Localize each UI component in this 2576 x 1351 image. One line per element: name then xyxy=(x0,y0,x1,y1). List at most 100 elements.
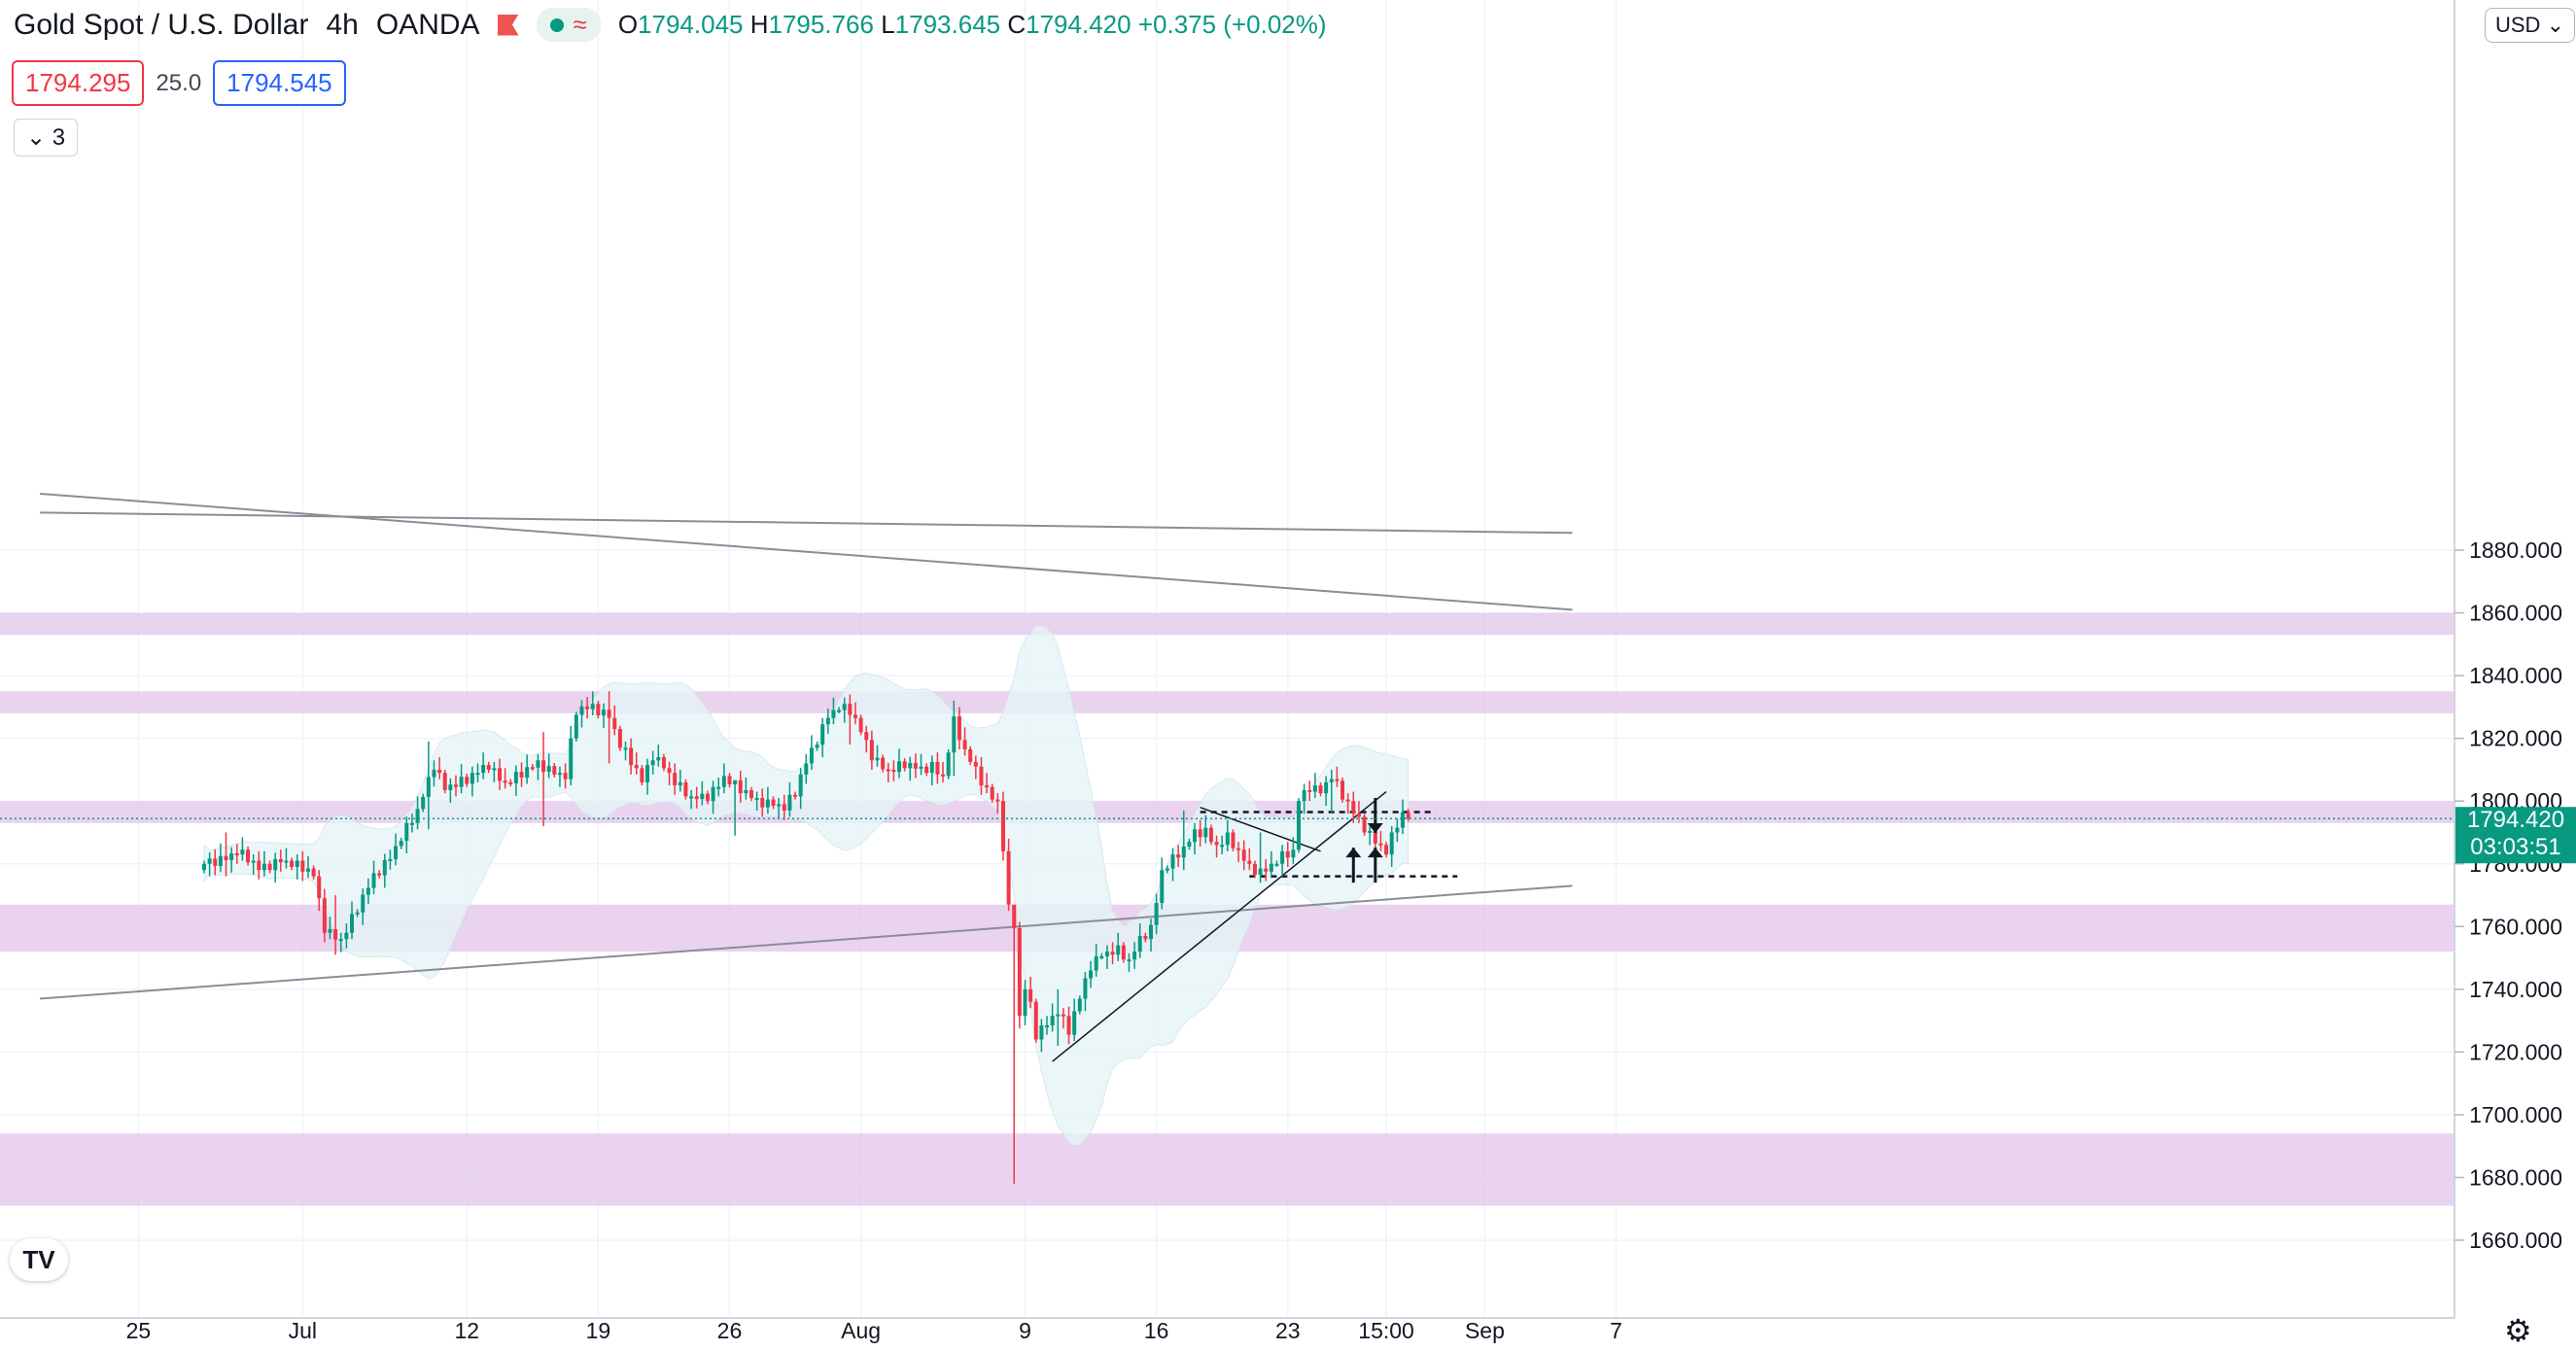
candle-body xyxy=(388,858,393,861)
candle-body xyxy=(1089,970,1094,979)
candle-body xyxy=(481,765,486,774)
candle-body xyxy=(1264,868,1269,872)
candle-body xyxy=(1110,952,1115,955)
last-price-value: 1794.420 xyxy=(2467,807,2564,833)
candle-body xyxy=(525,767,530,779)
arrow-up-icon xyxy=(1345,848,1362,858)
candle-body xyxy=(629,747,634,766)
candle-body xyxy=(1258,868,1263,876)
candle-body xyxy=(1143,935,1148,940)
arrow-annotations[interactable] xyxy=(1345,797,1383,883)
candle-body xyxy=(738,779,743,794)
candle-body xyxy=(202,863,206,871)
candle-body xyxy=(941,774,946,777)
chart-header: Gold Spot / U.S. Dollar 4h OANDA ≈ O1794… xyxy=(14,8,1327,42)
candle-body xyxy=(721,776,726,787)
candlesticks xyxy=(202,691,1410,1184)
sell-button[interactable]: 1794.295 xyxy=(12,60,145,106)
candle-body xyxy=(1274,863,1279,866)
price-scale-background[interactable] xyxy=(2454,0,2576,1318)
candle-body xyxy=(344,932,349,940)
ohlc-values: O1794.045 H1795.766 L1793.645 C1794.420 … xyxy=(617,10,1327,39)
candle-body xyxy=(809,747,814,764)
candle-body xyxy=(552,766,557,775)
candle-body xyxy=(881,757,886,770)
candle-body xyxy=(426,777,431,797)
market-status[interactable]: ≈ xyxy=(536,8,601,42)
candle-body xyxy=(1148,924,1153,940)
candle-body xyxy=(1220,845,1225,848)
candle-body xyxy=(1094,955,1098,971)
candle-body xyxy=(716,786,721,789)
candle-body xyxy=(678,781,682,786)
interval[interactable]: 4h xyxy=(326,8,359,41)
x-tick-label: 9 xyxy=(1019,1318,1031,1343)
candle-body xyxy=(300,860,305,872)
candle-body xyxy=(498,768,503,781)
candle-body xyxy=(815,745,819,748)
candle-body xyxy=(869,740,874,761)
currency-selector[interactable]: USD ⌄ xyxy=(2485,8,2576,43)
candle-body xyxy=(1285,850,1290,858)
candle-body xyxy=(1297,801,1301,850)
candle-body xyxy=(875,757,880,761)
buy-button[interactable]: 1794.545 xyxy=(213,60,346,106)
candle-body xyxy=(645,765,650,782)
candle-body xyxy=(820,724,825,745)
candle-body xyxy=(798,774,803,797)
candle-body xyxy=(486,765,491,770)
y-tick-label: 1660.000 xyxy=(2469,1228,2562,1253)
candle-body xyxy=(1291,849,1296,858)
candle-body xyxy=(952,716,957,753)
candle-body xyxy=(1345,799,1350,802)
candle-body xyxy=(853,714,857,718)
candle-body xyxy=(579,706,584,715)
candle-body xyxy=(607,710,611,718)
trend-line xyxy=(40,511,1573,535)
high-value: 1795.766 xyxy=(768,10,874,39)
tradingview-logo[interactable]: TV xyxy=(10,1238,68,1281)
candle-body xyxy=(935,761,940,775)
candle-body xyxy=(1028,988,1033,1002)
indicators-toggle[interactable]: ⌄ 3 xyxy=(14,119,79,156)
gear-icon[interactable]: ⚙ xyxy=(2504,1313,2532,1348)
candle-body xyxy=(585,706,590,710)
candle-body xyxy=(1056,1014,1061,1017)
candle-body xyxy=(985,785,990,788)
candle-body xyxy=(973,761,978,767)
flag-icon[interactable] xyxy=(497,14,519,36)
candle-body xyxy=(251,860,256,863)
candle-body xyxy=(705,793,710,802)
candle-body xyxy=(503,780,507,783)
candle-body xyxy=(683,781,688,797)
candle-body xyxy=(1023,988,1027,1017)
candle-body xyxy=(733,779,738,785)
candle-body xyxy=(782,804,786,811)
candle-body xyxy=(1203,827,1208,838)
candle-body xyxy=(382,859,387,876)
candle-body xyxy=(995,799,1000,802)
candle-body xyxy=(322,898,327,933)
candle-body xyxy=(1116,945,1121,955)
status-dot-icon xyxy=(549,17,564,32)
x-tick-label: Aug xyxy=(841,1318,881,1343)
candle-body xyxy=(858,717,863,733)
candle-body xyxy=(754,797,759,800)
y-tick-label: 1840.000 xyxy=(2469,663,2562,688)
symbol-name[interactable]: Gold Spot / U.S. Dollar xyxy=(14,8,309,41)
x-tick-label: Sep xyxy=(1465,1318,1505,1343)
candle-body xyxy=(1154,903,1159,925)
candle-body xyxy=(1231,832,1236,849)
open-value: 1794.045 xyxy=(638,10,744,39)
candle-body xyxy=(1066,1016,1071,1035)
candle-body xyxy=(1252,863,1257,876)
candle-body xyxy=(1077,998,1082,1012)
time-scale-background[interactable] xyxy=(0,1318,2576,1351)
candle-body xyxy=(1225,832,1230,846)
candle-body xyxy=(475,773,480,776)
candle-body xyxy=(338,939,343,942)
candle-body xyxy=(207,858,212,864)
candle-body xyxy=(919,766,923,769)
trend-lines[interactable] xyxy=(40,492,1573,1062)
